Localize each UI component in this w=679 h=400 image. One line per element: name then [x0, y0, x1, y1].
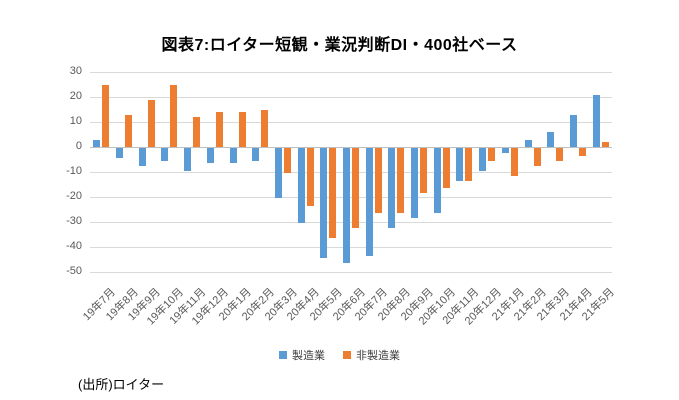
bar-non-manufacturing [465, 148, 473, 181]
bar-non-manufacturing [147, 99, 155, 147]
legend: 製造業 非製造業 [0, 347, 679, 363]
chart-title: 図表7:ロイター短観・業況判断DI・400社ベース [161, 37, 518, 54]
bar-non-manufacturing [102, 84, 110, 147]
gridline [90, 172, 612, 173]
bar-non-manufacturing [556, 148, 564, 161]
bar-non-manufacturing [488, 148, 496, 161]
bar-manufacturing [569, 114, 577, 147]
bar-manufacturing [138, 148, 146, 166]
bar-non-manufacturing [578, 148, 586, 156]
y-axis-tick-label: 10 [69, 115, 82, 127]
legend-label-non-manufacturing: 非製造業 [356, 350, 400, 362]
bar-manufacturing [411, 148, 419, 218]
bar-manufacturing [388, 148, 396, 228]
y-axis-tick-label: -40 [66, 240, 82, 252]
legend-item-manufacturing: 製造業 [279, 347, 325, 363]
gridline [90, 272, 612, 273]
gridline [90, 247, 612, 248]
legend-swatch-manufacturing-icon [279, 351, 287, 359]
bar-non-manufacturing [601, 142, 609, 147]
gridline [90, 197, 612, 198]
y-axis-tick-label: 20 [69, 90, 82, 102]
plot-area [90, 72, 612, 273]
bar-non-manufacturing [261, 109, 269, 147]
bar-non-manufacturing [283, 148, 291, 173]
y-axis-tick-label: 0 [75, 140, 82, 152]
source-note: (出所)ロイター [78, 377, 165, 392]
gridline [90, 222, 612, 223]
bar-manufacturing [274, 148, 282, 198]
legend-swatch-non-manufacturing-icon [343, 351, 351, 359]
bar-non-manufacturing [306, 148, 314, 206]
bar-manufacturing [116, 148, 124, 158]
bar-manufacturing [320, 148, 328, 258]
y-axis-tick-label: -10 [66, 165, 82, 177]
y-axis-tick-label: -20 [66, 190, 82, 202]
bar-manufacturing [252, 148, 260, 161]
bar-non-manufacturing [442, 148, 450, 188]
bar-manufacturing [456, 148, 464, 181]
bar-non-manufacturing [215, 112, 223, 147]
gridline [90, 122, 612, 123]
bar-non-manufacturing [420, 148, 428, 193]
bar-manufacturing [479, 148, 487, 171]
legend-item-non-manufacturing: 非製造業 [343, 347, 400, 363]
bar-non-manufacturing [397, 148, 405, 213]
bar-non-manufacturing [193, 117, 201, 147]
bar-non-manufacturing [238, 112, 246, 147]
y-axis-tick-label: -30 [66, 215, 82, 227]
bar-manufacturing [433, 148, 441, 213]
bar-non-manufacturing [510, 148, 518, 176]
bar-manufacturing [206, 148, 214, 163]
bar-manufacturing [229, 148, 237, 163]
bar-manufacturing [524, 139, 532, 147]
gridline [90, 72, 612, 73]
bar-manufacturing [365, 148, 373, 256]
bar-manufacturing [592, 94, 600, 147]
bar-non-manufacturing [170, 84, 178, 147]
gridline [90, 97, 612, 98]
bar-manufacturing [547, 132, 555, 147]
bar-non-manufacturing [352, 148, 359, 228]
bar-non-manufacturing [533, 148, 541, 166]
x-axis-line [90, 147, 612, 148]
legend-label-manufacturing: 製造業 [292, 350, 325, 362]
bar-non-manufacturing [125, 114, 133, 147]
bar-manufacturing [343, 148, 350, 263]
bar-manufacturing [161, 148, 169, 161]
bar-non-manufacturing [329, 148, 337, 238]
y-axis-tick-label: 30 [69, 65, 82, 77]
bar-manufacturing [184, 148, 192, 171]
bar-manufacturing [93, 139, 101, 147]
bar-manufacturing [297, 148, 305, 223]
bar-non-manufacturing [374, 148, 382, 213]
y-axis-tick-label: -50 [66, 265, 82, 277]
bar-manufacturing [501, 148, 509, 153]
